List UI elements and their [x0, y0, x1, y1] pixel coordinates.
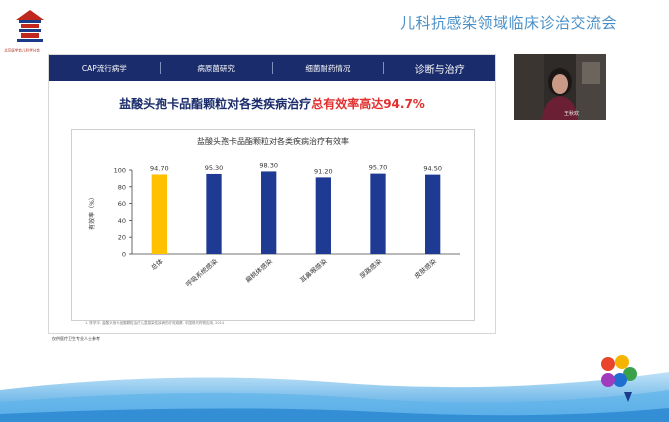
- nav-divider: [383, 62, 385, 74]
- bar-3: [261, 171, 277, 254]
- bar-1: [151, 174, 167, 254]
- participant-video-tile[interactable]: [514, 54, 606, 120]
- nav-item-diagnosis-treatment: 诊断与治疗: [414, 64, 465, 76]
- bar-6: [425, 174, 441, 254]
- conference-title: 儿科抗感染领域临床诊治交流会: [400, 14, 618, 32]
- x-category-label: 总体: [149, 256, 165, 272]
- slide-nav-bar: CAP流行病学 病原菌研究 细菌耐药情况 诊断与治疗: [49, 55, 495, 81]
- x-category-label: 呼吸系统感染: [184, 256, 220, 288]
- bar-5: [370, 173, 386, 254]
- bar-4: [315, 177, 331, 254]
- nav-item-cap-epidemiology: CAP流行病学: [81, 63, 127, 73]
- y-axis-label: 有效率（%）: [88, 194, 96, 230]
- y-tick-label: 0: [122, 251, 126, 259]
- bar-value-label: 94.70: [150, 164, 169, 172]
- presentation-slide: CAP流行病学 病原菌研究 细菌耐药情况 诊断与治疗 盐酸头孢卡品酯颗粒对各类疾…: [48, 54, 496, 334]
- y-tick-label: 60: [118, 200, 126, 208]
- event-mascot-logo: [601, 355, 637, 402]
- y-tick-label: 80: [118, 183, 126, 191]
- decorative-wave-banner: [0, 372, 669, 422]
- nav-divider: [159, 62, 161, 74]
- bar-value-label: 95.30: [205, 164, 224, 172]
- bar-value-label: 95.70: [369, 164, 388, 172]
- nav-divider: [271, 62, 273, 74]
- chart-title: 盐酸头孢卡品酯颗粒对各类疾病治疗有效率: [197, 136, 349, 146]
- society-logo: [16, 10, 44, 42]
- y-tick-label: 40: [118, 217, 126, 225]
- logo-caption: 北京医学会儿科学分会: [4, 48, 40, 53]
- headline-highlight: 总有效率高达94.7%: [311, 97, 425, 111]
- headline-main: 盐酸头孢卡品酯颗粒对各类疾病治疗: [119, 97, 312, 111]
- nav-item-pathogen-research: 病原菌研究: [197, 63, 235, 73]
- efficacy-bar-chart: 盐酸头孢卡品酯颗粒对各类疾病治疗有效率 0 20 40 60 80 100 有效率（%） 94.…: [88, 136, 460, 289]
- chart-frame: 盐酸头孢卡品酯颗粒对各类疾病治疗有效率 0 20 40 60 80 100 有效率（%） 94.…: [71, 129, 475, 321]
- participant-name: 王秋欢: [564, 111, 580, 117]
- bar-2: [206, 173, 222, 254]
- bar-value-label: 91.20: [314, 167, 333, 175]
- x-category-label: 扁桃体感染: [243, 256, 274, 284]
- y-tick-label: 100: [114, 167, 126, 175]
- reference-footnote: 1. 陈学平. 盐酸头孢卡品酯颗粒治疗儿童感染性疾病的疗效观察. 中国现代药物应…: [85, 321, 225, 325]
- x-category-label: 皮肤感染: [412, 256, 438, 280]
- nav-item-bacterial-resistance: 细菌耐药情况: [305, 63, 351, 73]
- x-category-label: 耳鼻喉感染: [298, 256, 329, 284]
- bar-value-label: 94.50: [423, 165, 442, 173]
- slide-headline: 盐酸头孢卡品酯颗粒对各类疾病治疗总有效率高达94.7%: [49, 95, 495, 112]
- bar-value-label: 98.30: [259, 161, 278, 169]
- y-tick-label: 20: [118, 234, 126, 242]
- disclaimer-note: 仅供医疗卫生专业人士参考: [52, 336, 100, 341]
- x-category-label: 尿路感染: [358, 256, 384, 280]
